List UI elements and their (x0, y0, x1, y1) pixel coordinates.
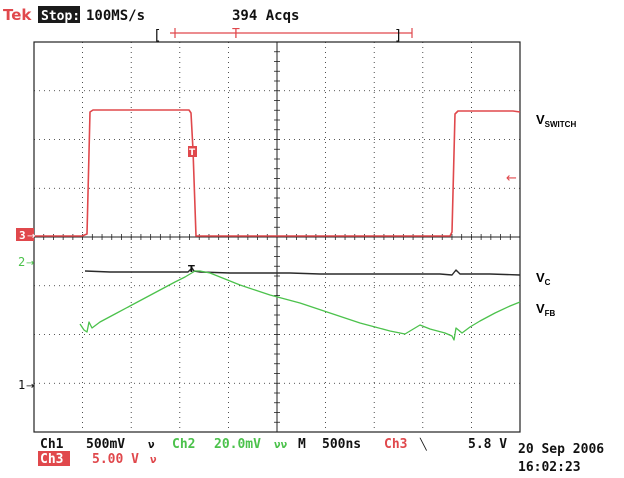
graticule (33, 41, 521, 433)
trigger-level-on-trace: T (188, 146, 197, 158)
ch2-coupling-icon: νν (274, 438, 288, 451)
acquisition-count-readout: 394 Acqs (232, 8, 299, 24)
ch2-ground-marker-label: 2 (18, 255, 25, 269)
header-bar: Tek Stop: 100MS/s 394 Acqs (3, 6, 299, 24)
readout-panel: Ch1 500mV ν Ch2 20.0mV νν M 500ns Ch3 ╲ … (38, 437, 507, 467)
ch2-scale: 20.0mV (214, 437, 261, 452)
timebase-prefix: M (298, 437, 306, 452)
ch1-ground-marker-label: 1 (18, 378, 25, 392)
sample-rate-readout: 100MS/s (86, 8, 145, 24)
trigger-level-on-trace-label: T (189, 148, 196, 158)
record-window-trigger-mark: T (232, 27, 240, 42)
trigger-level: 5.8 V (468, 437, 507, 452)
ch2-ground-marker[interactable]: 2 → (18, 255, 34, 269)
capture-time: 16:02:23 (518, 460, 581, 475)
timebase-scale: 500ns (322, 437, 361, 452)
trigger-level-arrow-icon: ← (506, 171, 517, 186)
ch2-vfb-trace (79, 270, 521, 341)
ch3-scale: 5.00 V (92, 452, 139, 467)
ch1-scale: 500mV (86, 437, 125, 452)
vc-label: VC (536, 270, 551, 287)
ch3-label: Ch3 (40, 452, 63, 467)
record-window-indicator: [ T ] (153, 27, 413, 44)
vfb-label: VFB (536, 301, 556, 318)
ch3-switch-trace (34, 109, 521, 237)
acquisition-state-label: Stop: (41, 9, 80, 24)
ch3-coupling-icon: ν (150, 453, 157, 466)
ch2-ground-arrow-icon: → (26, 258, 34, 269)
vswitch-label: VSWITCH (536, 112, 577, 129)
acquisition-state-badge (38, 6, 80, 23)
ch2-label: Ch2 (172, 437, 195, 452)
ch1-ground-marker[interactable]: 1 → (18, 378, 34, 392)
brand-label: Tek (3, 6, 32, 24)
capture-date: 20 Sep 2006 (518, 442, 604, 457)
ch3-ground-marker[interactable]: 3 → (16, 228, 35, 242)
ch1-label: Ch1 (40, 437, 64, 452)
trigger-slope-icon: ╲ (419, 437, 428, 451)
ch3-ground-marker-label: 3 (19, 229, 26, 242)
trigger-source: Ch3 (384, 437, 407, 452)
ch1-coupling-icon: ν (148, 438, 155, 451)
ch1-vc-trace (84, 267, 521, 276)
record-window-left-bracket: [ (153, 28, 161, 44)
ch3-ground-arrow-icon: → (27, 231, 35, 242)
ch3-label-badge (38, 451, 70, 466)
ch1-ground-arrow-icon: → (26, 381, 34, 392)
record-window-right-bracket: ] (394, 28, 402, 44)
trigger-position-marker: T (188, 264, 195, 275)
